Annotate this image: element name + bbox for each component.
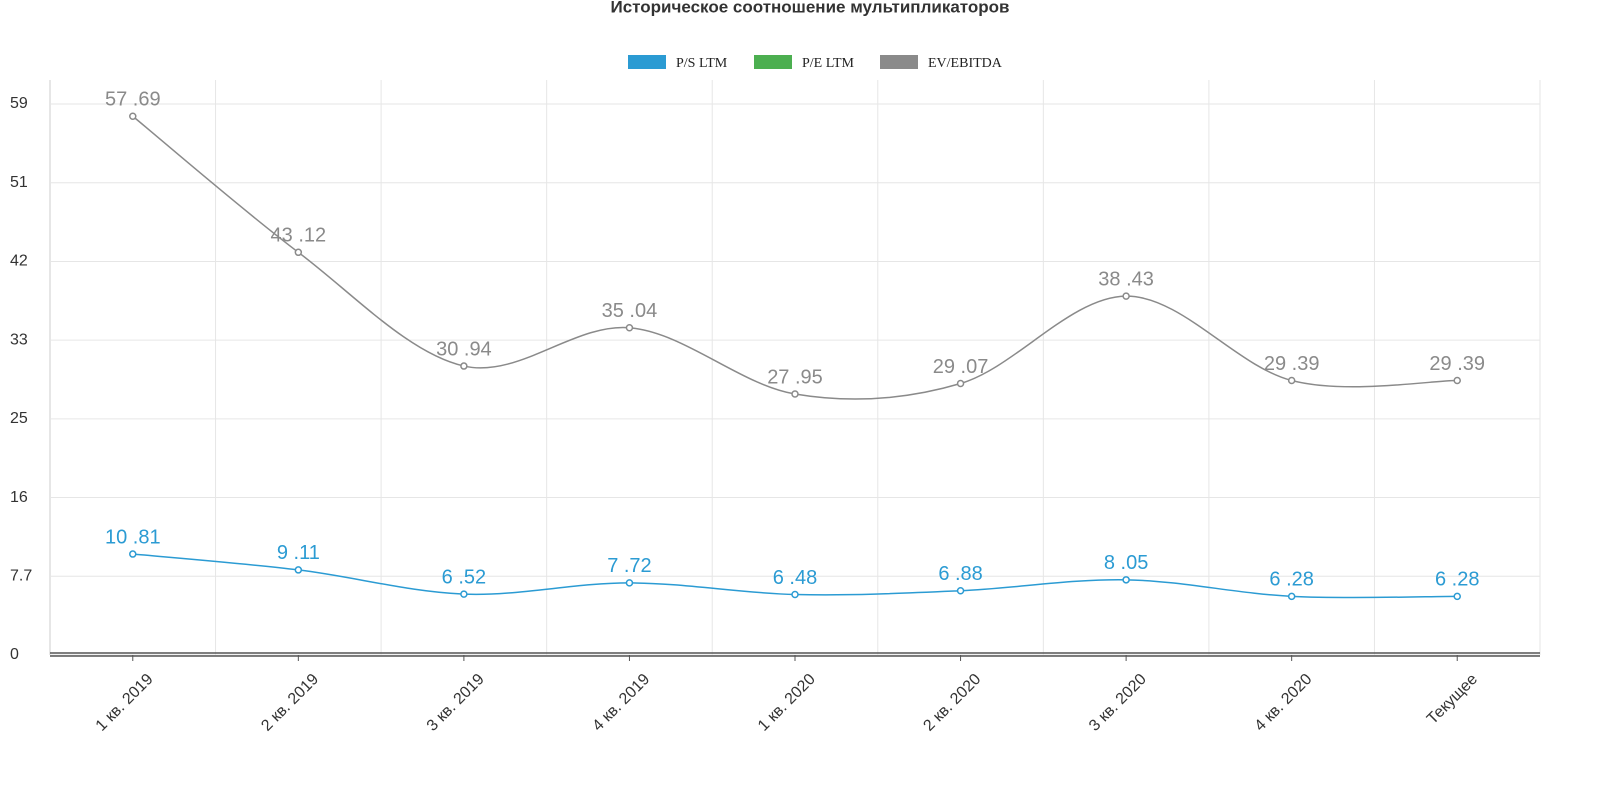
- data-point: [1122, 292, 1130, 300]
- y-tick-label: 59: [10, 95, 28, 112]
- x-tick-label: 2 кв. 2019: [258, 671, 322, 735]
- y-tick-label: 25: [10, 410, 28, 427]
- y-tick-label: 0: [10, 646, 19, 663]
- legend-label: EV/EBITDA: [928, 56, 1003, 71]
- data-point: [956, 379, 965, 388]
- data-label: 57 .69: [105, 89, 161, 111]
- x-tick-label: 3 кв. 2019: [424, 671, 488, 735]
- x-tick-label: 1 кв. 2020: [755, 671, 819, 735]
- data-point: [1453, 376, 1461, 385]
- data-point: [1287, 376, 1296, 385]
- legend-label: P/E LTM: [802, 56, 855, 71]
- data-label: 6 .28: [1435, 569, 1479, 591]
- data-label: 29 .39: [1429, 353, 1485, 375]
- data-label: 7 .72: [607, 555, 651, 577]
- data-label: 10 .81: [105, 526, 161, 548]
- data-label: 9 .11: [277, 542, 320, 564]
- data-label: 27 .95: [767, 366, 823, 388]
- data-label: 8 .05: [1104, 552, 1148, 574]
- y-tick-label: 51: [10, 174, 28, 191]
- data-point: [791, 390, 799, 398]
- data-label: 35 .04: [602, 300, 658, 322]
- data-label: 29 .07: [933, 356, 989, 378]
- x-tick-label: 4 кв. 2020: [1252, 671, 1316, 735]
- y-tick-label: 7.7: [10, 567, 32, 584]
- x-tick-label: 2 кв. 2020: [920, 671, 984, 735]
- data-point: [625, 579, 634, 587]
- y-tick-label: 16: [10, 489, 28, 506]
- legend-swatch: [754, 55, 792, 69]
- legend-swatch: [628, 55, 666, 69]
- data-label: 30 .94: [436, 338, 492, 360]
- x-tick-label: 3 кв. 2020: [1086, 671, 1150, 735]
- data-label: 6 .48: [773, 567, 817, 589]
- data-point: [1453, 592, 1461, 601]
- data-label: 43 .12: [271, 225, 327, 247]
- data-point: [956, 586, 965, 595]
- series-line: [132, 115, 1458, 400]
- data-point: [294, 566, 303, 574]
- legend-label: P/S LTM: [676, 56, 728, 71]
- data-point: [791, 590, 799, 599]
- data-point: [1287, 592, 1296, 601]
- chart-title: Историческое соотношение мультипликаторо…: [611, 0, 1010, 16]
- x-tick-label: 4 кв. 2019: [589, 671, 653, 735]
- data-point: [625, 324, 634, 332]
- data-label: 6 .52: [442, 566, 486, 588]
- x-tick-label: 1 кв. 2019: [93, 671, 157, 735]
- x-tick-label: Текущее: [1424, 671, 1481, 728]
- data-point: [460, 590, 468, 598]
- data-label: 6 .28: [1269, 569, 1313, 591]
- data-label: 6 .88: [938, 563, 982, 585]
- data-point: [129, 112, 137, 120]
- data-point: [294, 248, 303, 257]
- data-point: [460, 362, 468, 370]
- data-label: 29 .39: [1264, 353, 1320, 375]
- data-label: 38 .43: [1098, 268, 1154, 290]
- y-tick-label: 33: [10, 331, 28, 348]
- legend-swatch: [880, 55, 918, 69]
- y-tick-label: 42: [10, 253, 28, 270]
- data-point: [129, 550, 137, 558]
- data-point: [1122, 576, 1130, 584]
